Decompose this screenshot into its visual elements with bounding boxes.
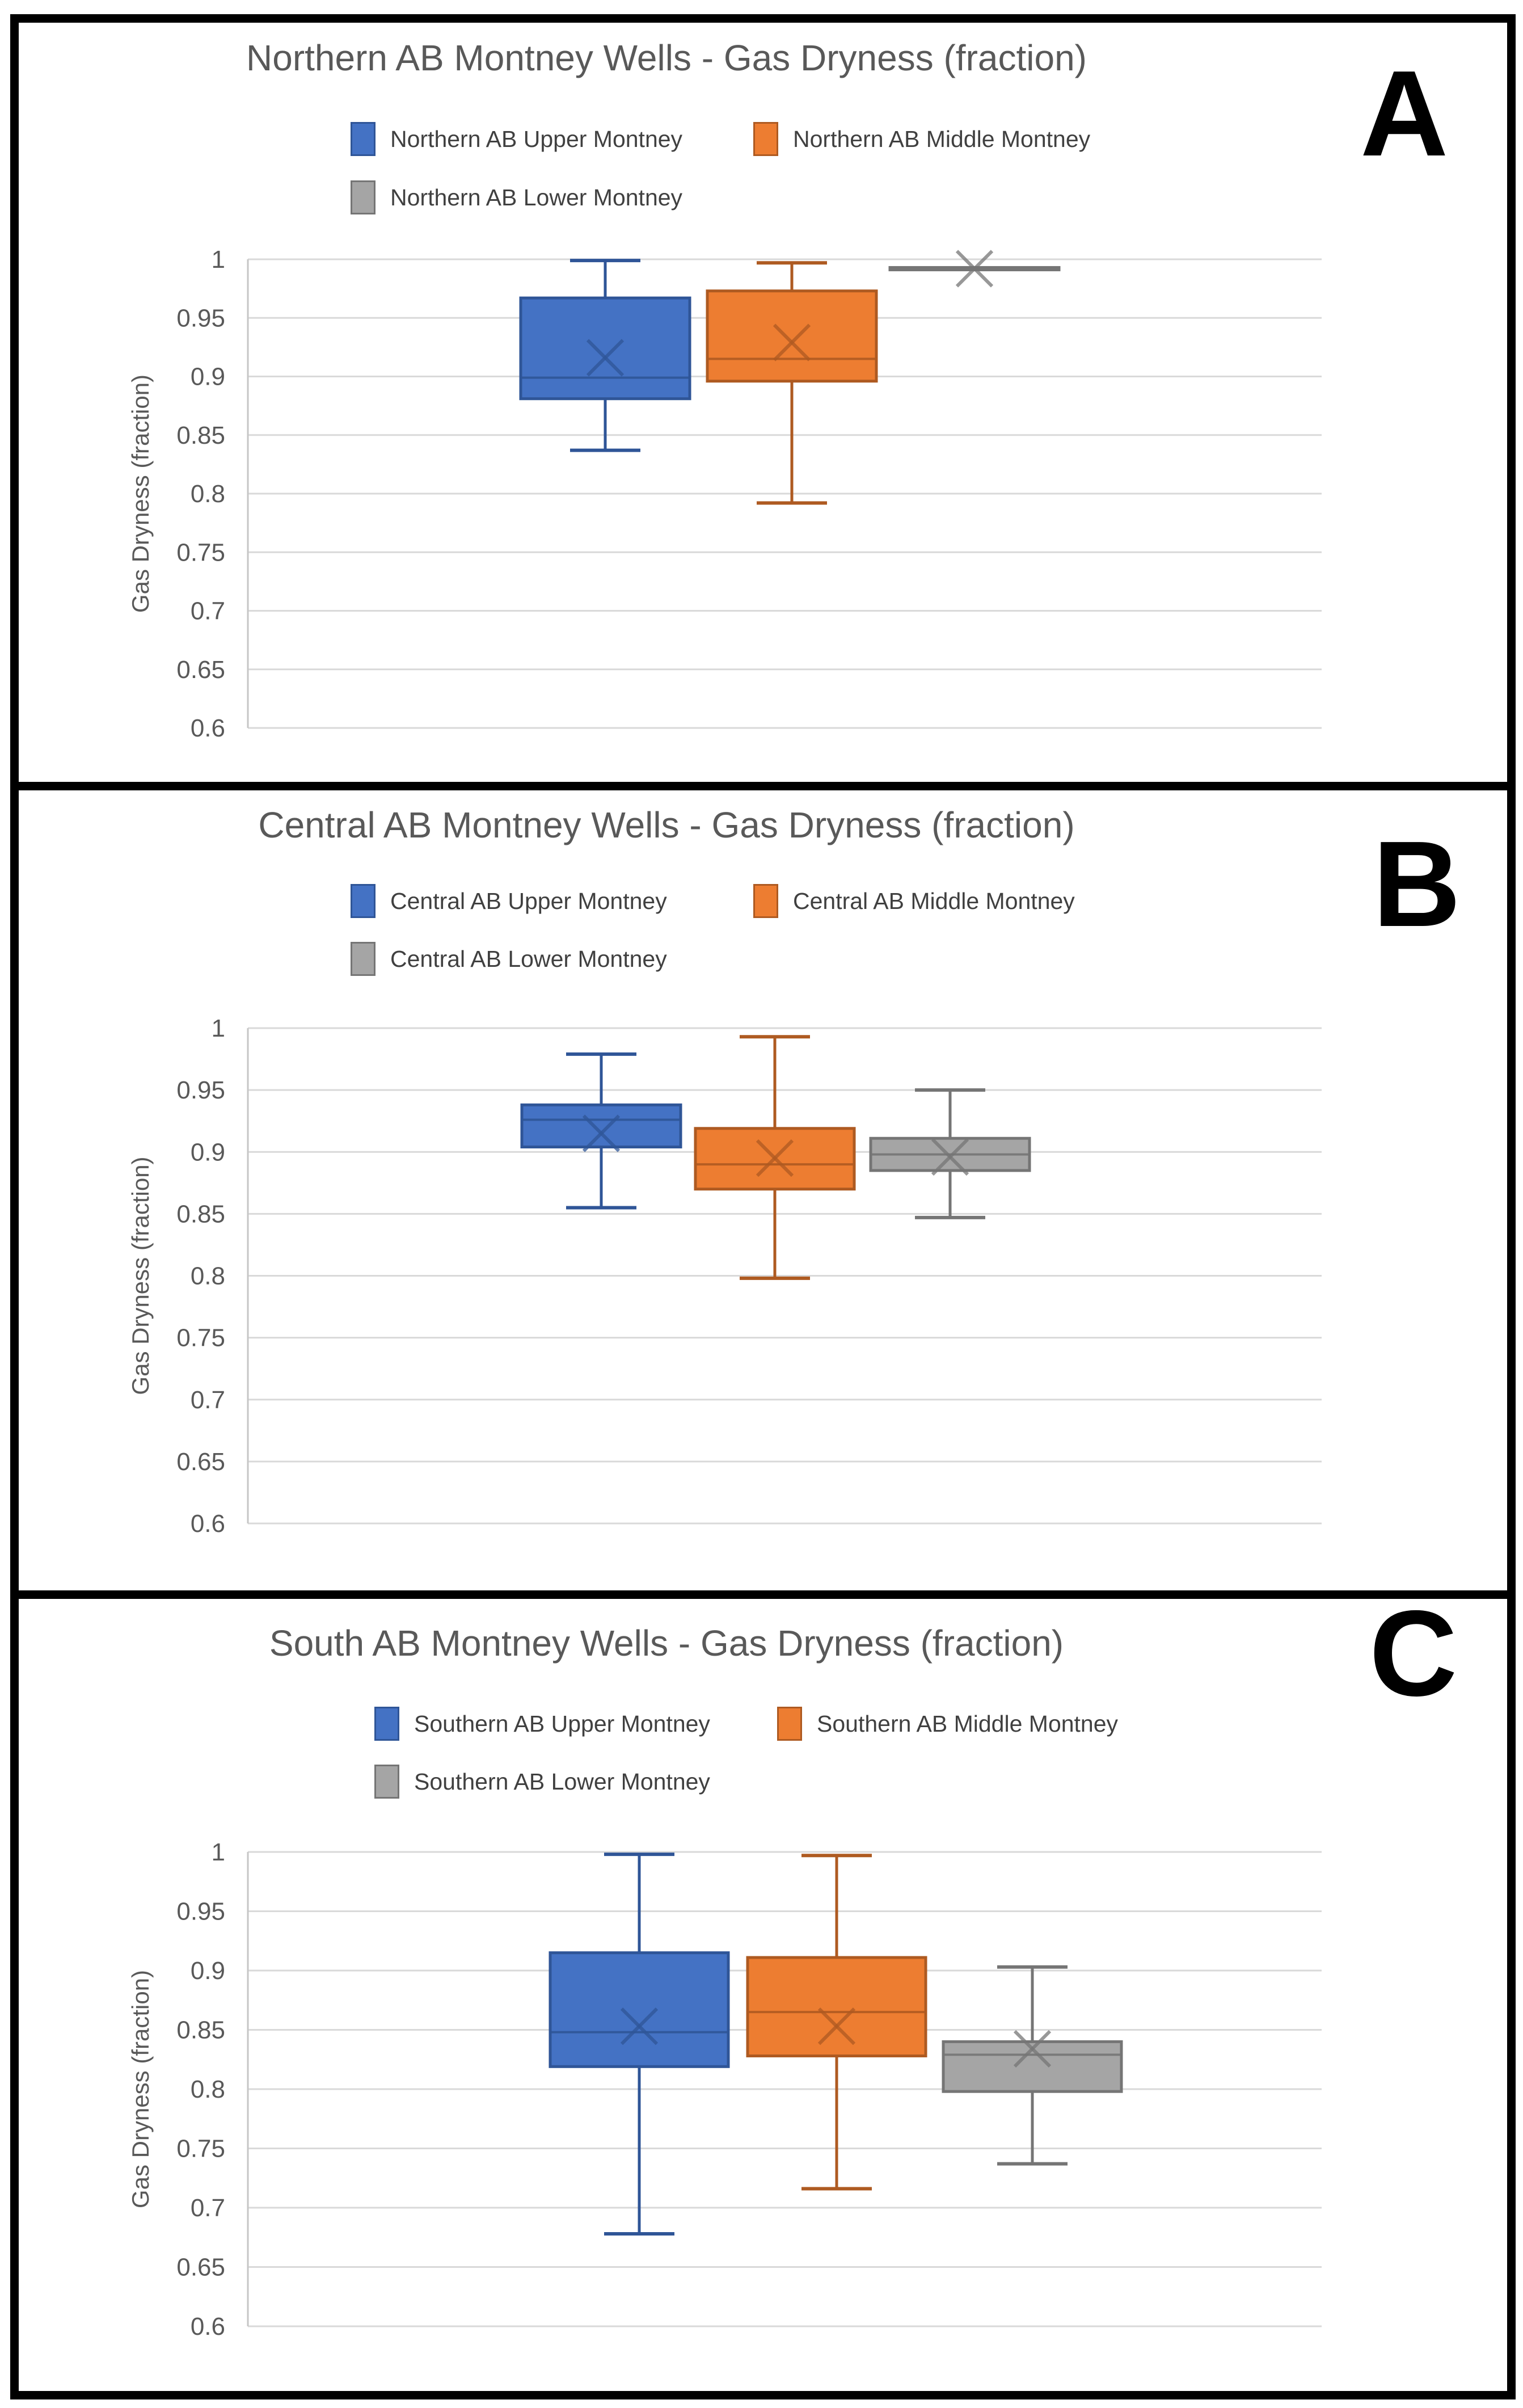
y-tick-label: 0.65 [176,1448,225,1476]
y-axis-title: Gas Dryness (fraction) [127,1970,154,2208]
panel-letter-c: C [1369,1585,1458,1721]
y-tick-label: 0.65 [176,656,225,684]
y-tick-label: 0.75 [176,1324,225,1352]
mean-x-marker [955,250,994,288]
box-series-2 [888,250,1061,288]
y-tick-label: 0.75 [176,2135,225,2163]
box-series-1 [746,1854,927,2191]
legend-swatch-blue [351,884,376,918]
y-tick-label: 0.8 [191,480,225,508]
legend-swatch-gray [351,180,376,214]
box-iqr [706,289,878,383]
legend-item-upper-a: Northern AB Upper Montney [351,122,682,156]
box-series-1 [694,1035,856,1280]
legend-item-upper-c: Southern AB Upper Montney [374,1707,710,1741]
chart-title-a: Northern AB Montney Wells - Gas Dryness … [246,37,1087,78]
mean-x-marker [773,323,811,361]
y-tick-label: 0.95 [176,1898,225,1926]
y-axis-title: Gas Dryness (fraction) [127,374,154,613]
y-tick-label: 0.85 [176,422,225,449]
mean-x-marker [756,1139,794,1177]
y-tick-label: 0.6 [191,714,225,742]
mean-x-marker [817,2007,856,2045]
legend-item-lower-a: Northern AB Lower Montney [351,180,682,214]
legend-swatch-orange [777,1707,802,1741]
legend-label: Southern AB Lower Montney [414,1768,710,1795]
legend-swatch-gray [374,1765,399,1799]
panel-letter-a: A [1360,45,1449,182]
y-tick-label: 0.9 [191,1138,225,1166]
box-iqr [746,1956,927,2057]
chart-title-b: Central AB Montney Wells - Gas Dryness (… [258,805,1075,845]
legend-label: Southern AB Middle Montney [817,1710,1119,1737]
box-series-1 [706,261,878,505]
box-series-0 [549,1853,730,2236]
box-series-0 [519,259,691,452]
legend-item-middle-b: Central AB Middle Montney [753,884,1075,918]
panel-letter-b: B [1373,815,1461,952]
legend-label: Central AB Upper Montney [390,887,667,914]
box-iqr [519,296,691,401]
y-tick-label: 0.8 [191,2076,225,2103]
legend-swatch-blue [351,122,376,156]
y-tick-label: 0.9 [191,363,225,391]
mean-x-marker [1013,2030,1052,2068]
box-series-0 [520,1052,682,1210]
y-tick-label: 1 [212,1838,225,1866]
legend-item-lower-c: Southern AB Lower Montney [374,1765,710,1799]
y-tick-label: 0.85 [176,1200,225,1228]
mean-x-marker [931,1138,969,1176]
y-tick-label: 0.6 [191,1510,225,1538]
y-tick-label: 0.95 [176,1076,225,1104]
legend-item-lower-b: Central AB Lower Montney [351,942,667,976]
legend-swatch-blue [374,1707,399,1741]
mean-x-marker [586,339,625,377]
y-tick-label: 0.75 [176,538,225,566]
y-axis-title: Gas Dryness (fraction) [127,1156,154,1395]
boxplot-A: 1 0.95 0.9 0.85 0.8 0.75 0.7 0.65 0.6 Gas Dryness… [127,246,1322,742]
y-tick-label: 0.9 [191,1957,225,1985]
legend-swatch-orange [753,884,778,918]
legend-swatch-gray [351,942,376,976]
legend-item-middle-a: Northern AB Middle Montney [753,122,1090,156]
legend-swatch-orange [753,122,778,156]
y-tick-label: 0.85 [176,2017,225,2044]
legend-label: Central AB Lower Montney [390,945,667,972]
legend-label: Central AB Middle Montney [793,887,1075,914]
box-iqr [520,1103,682,1149]
y-tick-label: 0.65 [176,2254,225,2281]
box-iqr [549,1951,730,2068]
y-tick-label: 0.6 [191,2313,225,2340]
y-tick-label: 0.8 [191,1262,225,1290]
boxplot-C: 1 0.95 0.9 0.85 0.8 0.75 0.7 0.65 0.6 Gas Dryness… [127,1838,1322,2340]
boxplot-B: 1 0.95 0.9 0.85 0.8 0.75 0.7 0.65 0.6 Gas Dryness… [127,1014,1322,1538]
box-series-2 [942,1965,1123,2166]
chart-title-c: South AB Montney Wells - Gas Dryness (fr… [269,1623,1064,1664]
y-tick-label: 0.7 [191,597,225,625]
y-tick-label: 1 [212,1014,225,1042]
legend-label: Northern AB Upper Montney [390,125,683,152]
y-tick-label: 0.7 [191,1386,225,1414]
legend-label: Northern AB Lower Montney [390,184,683,211]
legend-label: Southern AB Upper Montney [414,1710,710,1737]
box-series-2 [869,1088,1031,1219]
legend-item-upper-b: Central AB Upper Montney [351,884,667,918]
mean-x-marker [582,1114,621,1152]
mean-x-marker [620,2007,659,2045]
legend-item-middle-c: Southern AB Middle Montney [777,1707,1118,1741]
legend-label: Northern AB Middle Montney [793,125,1091,152]
y-tick-label: 1 [212,246,225,273]
y-tick-label: 0.95 [176,304,225,332]
y-tick-label: 0.7 [191,2194,225,2222]
